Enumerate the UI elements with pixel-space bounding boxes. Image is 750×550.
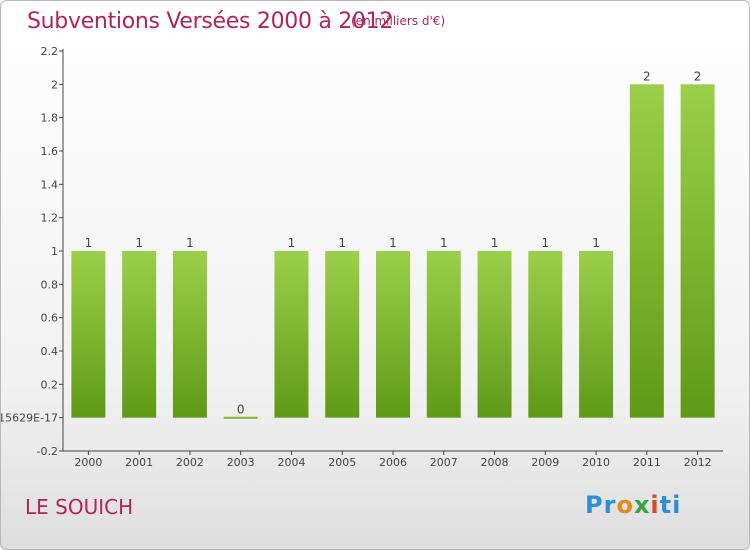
data-label-2011: 2: [643, 69, 651, 83]
x-tick-label-2000: 2000: [74, 456, 102, 469]
bar-2003: [223, 416, 258, 419]
x-tick-label-2009: 2009: [531, 456, 559, 469]
bar-2000: [71, 251, 106, 418]
x-tick-label-2001: 2001: [125, 456, 153, 469]
bar-2009: [528, 251, 563, 418]
data-label-2009: 1: [541, 236, 549, 250]
bar-2005: [325, 251, 360, 418]
data-label-2005: 1: [338, 236, 346, 250]
bar-2007: [426, 251, 461, 418]
bar-2006: [376, 251, 410, 418]
data-label-2012: 2: [694, 69, 702, 83]
chart-unit: (en milliers d'€): [351, 14, 446, 28]
y-tick-label: 0.6: [41, 312, 59, 325]
x-tick-label-2007: 2007: [430, 456, 458, 469]
x-tick-label-2010: 2010: [582, 456, 610, 469]
data-label-2002: 1: [186, 236, 194, 250]
x-tick-label-2012: 2012: [684, 456, 712, 469]
x-tick-label-2008: 2008: [481, 456, 509, 469]
x-tick-label-2003: 2003: [227, 456, 255, 469]
data-label-2001: 1: [135, 236, 143, 250]
data-label-2007: 1: [440, 236, 448, 250]
place-name: LE SOUICH: [25, 495, 134, 519]
y-tick-label: 1.4: [41, 178, 59, 191]
data-label-2003: 0: [237, 403, 245, 417]
y-tick-label: -0.2: [37, 445, 58, 458]
y-tick-label: 0.8: [41, 278, 59, 291]
y-tick-label: 2: [51, 78, 58, 91]
y-tick-label: 0.4: [41, 345, 59, 358]
x-tick-label-2005: 2005: [328, 456, 356, 469]
x-tick-label-2004: 2004: [277, 456, 305, 469]
data-label-2010: 1: [592, 236, 600, 250]
chart-title: Subventions Versées 2000 à 2012: [27, 9, 394, 34]
data-label-2006: 1: [389, 236, 397, 250]
bar-2012: [680, 84, 715, 418]
bar-2008: [477, 251, 512, 418]
y-tick-label: 1.6: [41, 145, 59, 158]
bar-2010: [579, 251, 614, 418]
bar-2002: [172, 251, 207, 418]
x-tick-label-2011: 2011: [633, 456, 661, 469]
y-tick-label: -15629E-17: [1, 412, 58, 425]
y-tick-label: 1.2: [41, 212, 59, 225]
y-tick-label: 1.8: [41, 112, 59, 125]
data-label-2000: 1: [85, 236, 93, 250]
proxiti-logo: Proxiti: [585, 491, 682, 519]
data-label-2004: 1: [288, 236, 296, 250]
bar-2001: [122, 251, 157, 418]
bar-2011: [629, 84, 664, 418]
data-label-2008: 1: [491, 236, 499, 250]
y-tick-label: 2.2: [41, 45, 59, 58]
x-tick-label-2006: 2006: [379, 456, 407, 469]
bar-2004: [274, 251, 309, 418]
x-tick-label-2002: 2002: [176, 456, 204, 469]
y-tick-label: 0.2: [41, 378, 59, 391]
y-tick-label: 1: [51, 245, 58, 258]
